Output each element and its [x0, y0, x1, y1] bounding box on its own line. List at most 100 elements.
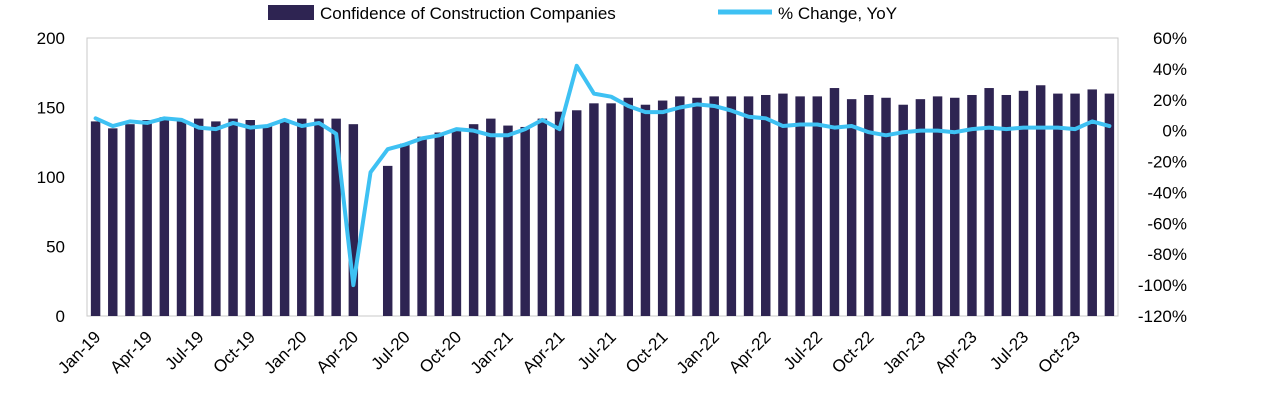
y-right-tick-label: 60% — [1153, 29, 1187, 48]
bar-Oct-23 — [1070, 93, 1080, 316]
y-right-tick-label: -100% — [1138, 276, 1187, 295]
y-axis-left: 0 50 100 150 200 — [37, 29, 65, 326]
bar-Dec-23 — [1104, 93, 1115, 316]
bar-Apr-23 — [967, 94, 977, 317]
x-tick-label: Jul-21 — [574, 327, 620, 373]
bar-Jul-23 — [1018, 90, 1029, 316]
legend: Confidence of Construction Companies % C… — [268, 4, 897, 23]
y-right-tick-label: -20% — [1147, 153, 1187, 172]
bar-Feb-21 — [520, 126, 530, 317]
bar-Mar-19 — [125, 124, 135, 317]
x-tick-label: Jul-23 — [986, 327, 1032, 373]
y-left-tick-label: 100 — [37, 168, 65, 187]
y-right-tick-label: -120% — [1138, 307, 1187, 326]
bar-Jun-20 — [382, 165, 393, 316]
x-tick-label: Jul-22 — [780, 327, 826, 373]
y-right-tick-label: 20% — [1153, 91, 1187, 110]
x-tick-label: Oct-22 — [828, 327, 878, 377]
bar-Aug-22 — [829, 88, 840, 316]
bar-Jan-23 — [915, 99, 926, 316]
bar-Sep-22 — [846, 99, 857, 316]
bar-Sep-20 — [434, 132, 444, 316]
x-tick-label: Apr-21 — [519, 327, 569, 377]
x-tick-label: Jan-19 — [54, 327, 104, 377]
bar-Apr-20 — [348, 124, 359, 317]
legend-label-bars: Confidence of Construction Companies — [320, 4, 616, 23]
bar-Jan-19 — [90, 121, 101, 317]
bar-Apr-19 — [142, 120, 152, 316]
bar-Oct-19 — [245, 120, 255, 316]
bar-Sep-19 — [228, 118, 238, 317]
bar-series — [90, 85, 1115, 317]
x-tick-label: Jan-22 — [673, 327, 723, 377]
bar-Jan-22 — [709, 96, 719, 316]
bar-Dec-22 — [898, 104, 908, 316]
y-left-tick-label: 50 — [46, 238, 65, 257]
bar-Oct-20 — [451, 129, 462, 316]
bar-Apr-22 — [761, 94, 771, 317]
legend-swatch-bars — [268, 5, 314, 20]
bar-Nov-22 — [881, 97, 891, 317]
x-tick-label: Apr-22 — [725, 327, 775, 377]
bar-Nov-19 — [262, 125, 273, 316]
x-tick-label: Jan-20 — [260, 327, 310, 377]
x-axis: Jan-19 Apr-19 Jul-19 Oct-19 Jan-20 Apr-20 Jul-… — [54, 327, 1084, 377]
x-tick-label: Oct-19 — [210, 327, 260, 377]
plot-area — [86, 37, 1119, 317]
x-tick-label: Apr-19 — [106, 327, 156, 377]
bar-May-19 — [159, 117, 170, 316]
x-tick-label: Jul-19 — [161, 327, 207, 373]
y-left-tick-label: 200 — [37, 29, 65, 48]
x-tick-label: Jan-23 — [879, 327, 929, 377]
x-tick-label: Oct-21 — [622, 327, 672, 377]
bar-Apr-21 — [554, 111, 565, 316]
bar-Sep-23 — [1053, 93, 1063, 316]
y-left-tick-label: 150 — [37, 99, 65, 118]
bar-Sep-21 — [640, 104, 651, 316]
bar-Jun-23 — [1001, 94, 1012, 317]
bar-May-23 — [984, 88, 994, 316]
bar-May-21 — [571, 110, 582, 316]
bar-Jul-19 — [193, 118, 204, 317]
bar-Nov-20 — [468, 124, 479, 317]
x-tick-label: Jan-21 — [467, 327, 517, 377]
bar-Dec-19 — [279, 121, 290, 317]
bar-Mar-21 — [537, 118, 548, 317]
bar-Feb-23 — [932, 96, 943, 316]
bar-Feb-20 — [314, 118, 324, 317]
bar-Aug-21 — [623, 97, 634, 317]
bar-Nov-21 — [675, 96, 685, 316]
bar-Jun-22 — [795, 96, 805, 316]
bar-Jun-21 — [589, 103, 599, 316]
bar-Nov-23 — [1087, 89, 1097, 317]
bar-May-22 — [778, 93, 788, 316]
line-series — [93, 63, 1112, 288]
x-tick-label: Apr-23 — [931, 327, 981, 377]
y-left-tick-label: 0 — [56, 307, 65, 326]
y-right-tick-label: -60% — [1147, 214, 1187, 233]
bar-Jan-21 — [503, 125, 513, 316]
y-axis-right: -120% -100% -80% -60% -40% -20% 0% 20% 40% 60% — [1138, 29, 1187, 326]
bar-Jun-19 — [176, 120, 187, 316]
bar-Dec-21 — [692, 97, 702, 317]
yoy-line — [93, 63, 1112, 288]
legend-label-line: % Change, YoY — [778, 4, 897, 23]
bar-Oct-22 — [864, 94, 874, 317]
bar-Mar-23 — [950, 97, 960, 317]
bar-Feb-22 — [726, 96, 737, 316]
y-right-tick-label: -80% — [1147, 245, 1187, 264]
bar-Feb-19 — [108, 128, 118, 316]
bar-Jan-20 — [297, 118, 307, 317]
bar-Aug-19 — [211, 121, 221, 317]
bar-Jul-22 — [812, 96, 823, 316]
bar-Aug-23 — [1035, 85, 1046, 316]
x-tick-label: Oct-20 — [416, 327, 466, 377]
x-tick-label: Apr-20 — [313, 327, 363, 377]
bar-Jul-21 — [606, 103, 616, 316]
y-right-tick-label: 0% — [1162, 122, 1187, 141]
x-tick-label: Jul-20 — [368, 327, 414, 373]
bar-Dec-20 — [486, 118, 496, 317]
bar-Oct-21 — [657, 100, 668, 316]
bar-Mar-22 — [743, 96, 754, 316]
